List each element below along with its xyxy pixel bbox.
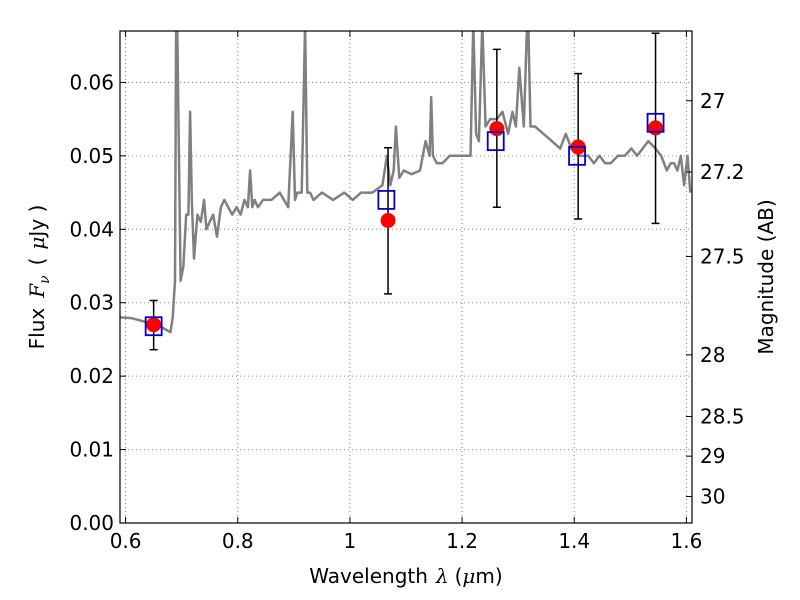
y2-tick-label-3: 28: [700, 343, 725, 367]
y-tick-label-0: 0.00: [69, 511, 114, 535]
x-tick-label-3: 1.2: [446, 529, 478, 553]
x-tick-label-5: 1.6: [670, 529, 702, 553]
y-axis-label-symbol: F: [25, 283, 49, 299]
model-band-point-4: [646, 112, 665, 133]
x-tick-label-2: 1: [344, 529, 357, 553]
y-axis-label-mu: μ: [25, 237, 49, 250]
y-axis-label: Flux Fν ( μJy ): [25, 205, 53, 350]
model-band-point-0: [144, 316, 163, 337]
x-axis-label-prefix: Wavelength: [309, 564, 428, 588]
y-tick-label-6: 0.06: [69, 70, 114, 94]
model-spectrum-series: [120, 31, 692, 334]
model-band-point-1: [377, 189, 396, 210]
x-axis-label-symbol: λ: [435, 564, 449, 588]
x-axis-label: Wavelength λ (μm): [309, 564, 502, 588]
y2-tick-label-1: 27.2: [700, 160, 745, 184]
y-axis-label-subscript: ν: [37, 275, 53, 284]
axis-ticks: 0.6 0.8 1 1.2 1.4 1.6 0.00 0.01 0.02 0.03 0.04 0.05…: [69, 31, 745, 553]
y2-tick-label-6: 30: [700, 485, 725, 509]
plot-frame: [119, 30, 693, 524]
x-axis-label-unit: m): [475, 564, 502, 588]
x-axis-label-mu: μ: [462, 564, 475, 588]
x-tick-label-1: 0.8: [222, 529, 254, 553]
model-band-point-3: [568, 145, 586, 166]
observed-point-1: [380, 212, 396, 228]
x-tick-label-4: 1.4: [558, 529, 590, 553]
y-axis-label-unit: Jy ): [25, 205, 49, 239]
observed-point-0: [146, 317, 162, 333]
y2-axis-label: Magnitude (AB): [754, 199, 778, 354]
x-tick-label-0: 0.6: [110, 529, 142, 553]
y-tick-label-4: 0.04: [69, 217, 114, 241]
y-axis-label-open: (: [25, 258, 49, 266]
y-tick-label-1: 0.01: [69, 438, 114, 462]
y2-tick-label-0: 27: [700, 89, 725, 113]
y2-tick-label-2: 27.5: [700, 244, 745, 268]
y-tick-label-5: 0.05: [69, 144, 114, 168]
x-axis-label-open: (: [455, 564, 463, 588]
model-spectrum-line: [120, 31, 692, 334]
observed-point-2: [489, 121, 505, 137]
model-band-points: [144, 112, 665, 337]
y-axis-label-prefix: Flux: [25, 308, 49, 350]
y2-tick-label-5: 29: [700, 444, 725, 468]
y-tick-label-2: 0.02: [69, 364, 114, 388]
y-tick-label-3: 0.03: [69, 291, 114, 315]
grid: [120, 31, 692, 523]
y2-tick-label-4: 28.5: [700, 405, 745, 429]
observed-point-4: [648, 120, 664, 136]
model-band-point-2: [486, 131, 505, 152]
